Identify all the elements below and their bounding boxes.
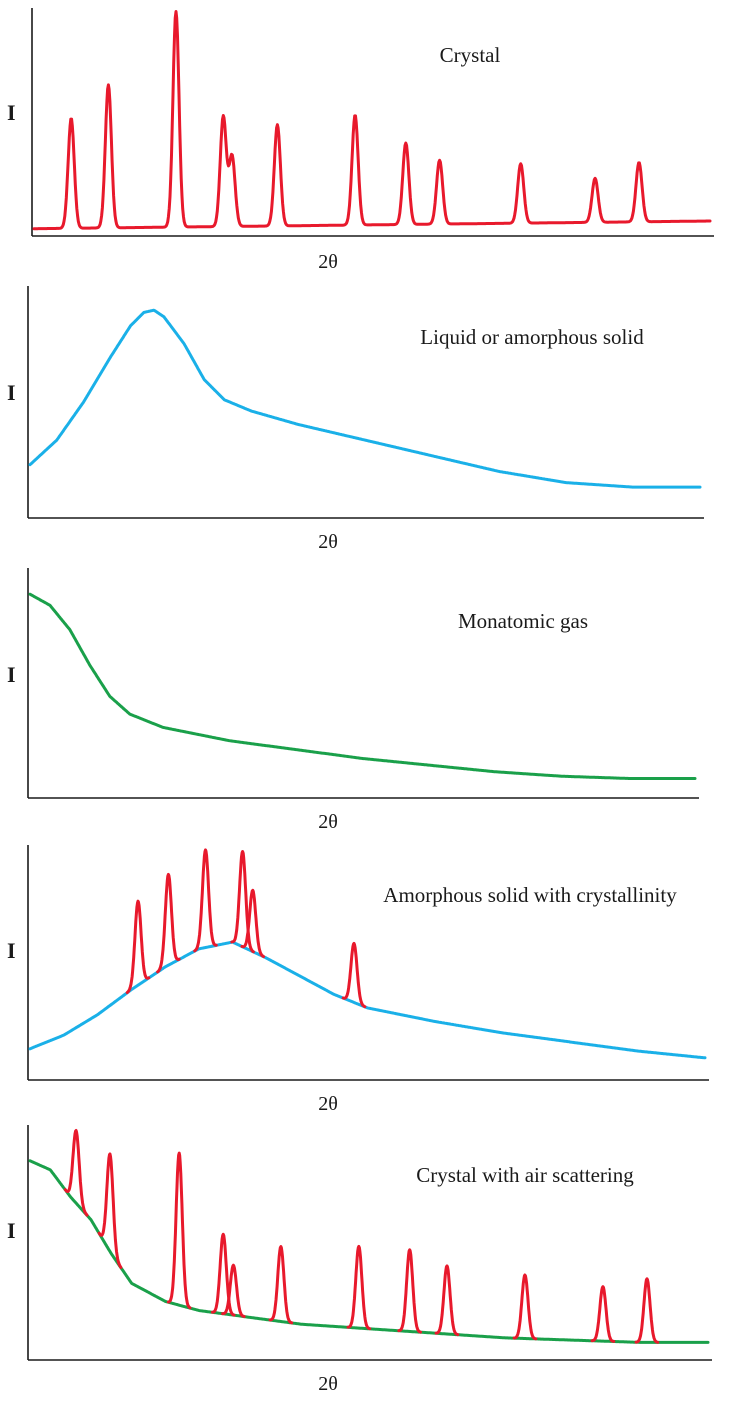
chart-title: Liquid or amorphous solid — [420, 325, 644, 349]
peak-2 — [97, 1152, 123, 1269]
peak-12 — [634, 1277, 660, 1344]
chart-title: Crystal — [440, 43, 501, 67]
panel-3: Monatomic gas I 2θ — [7, 568, 699, 833]
x-axis-label: 2θ — [318, 1093, 338, 1115]
peak-5 — [240, 888, 266, 959]
y-axis-label: I — [7, 380, 16, 405]
peak-1 — [63, 1129, 89, 1217]
peak-4 — [210, 1232, 236, 1317]
peak-9 — [434, 1264, 460, 1337]
panel-5: Crystal with air scattering I 2θ — [7, 1125, 712, 1395]
peak-6 — [341, 941, 367, 1009]
peak-6 — [268, 1245, 294, 1325]
peak-10 — [512, 1273, 538, 1341]
peak-8 — [397, 1248, 422, 1334]
x-axis-label: 2θ — [318, 531, 338, 553]
x-axis-label: 2θ — [318, 251, 338, 273]
peak-4 — [230, 850, 255, 954]
x-axis-label: 2θ — [318, 1373, 338, 1395]
y-axis-label: I — [7, 1218, 16, 1243]
peak-3 — [193, 848, 218, 953]
peak-7 — [346, 1244, 372, 1331]
peak-2 — [156, 872, 181, 974]
series-line-1 — [32, 10, 712, 231]
series-line-1 — [28, 592, 697, 780]
y-axis-label: I — [7, 938, 16, 963]
chart-title: Crystal with air scattering — [416, 1163, 634, 1187]
peak-1 — [125, 899, 151, 995]
peak-5 — [221, 1263, 246, 1318]
chart-title: Amorphous solid with crystallinity — [383, 883, 677, 907]
series-line-1 — [28, 308, 702, 489]
y-axis-label: I — [7, 100, 16, 125]
y-axis-label: I — [7, 662, 16, 687]
peak-3 — [166, 1151, 192, 1310]
peak-11 — [590, 1285, 616, 1343]
x-axis-label: 2θ — [318, 811, 338, 833]
chart-title: Monatomic gas — [458, 609, 588, 633]
series-line-1 — [28, 940, 707, 1060]
panel-4: Amorphous solid with crystallinity I 2θ — [7, 845, 709, 1115]
panel-1: Crystal I 2θ — [7, 8, 714, 273]
panel-2: Liquid or amorphous solid I 2θ — [7, 286, 704, 553]
